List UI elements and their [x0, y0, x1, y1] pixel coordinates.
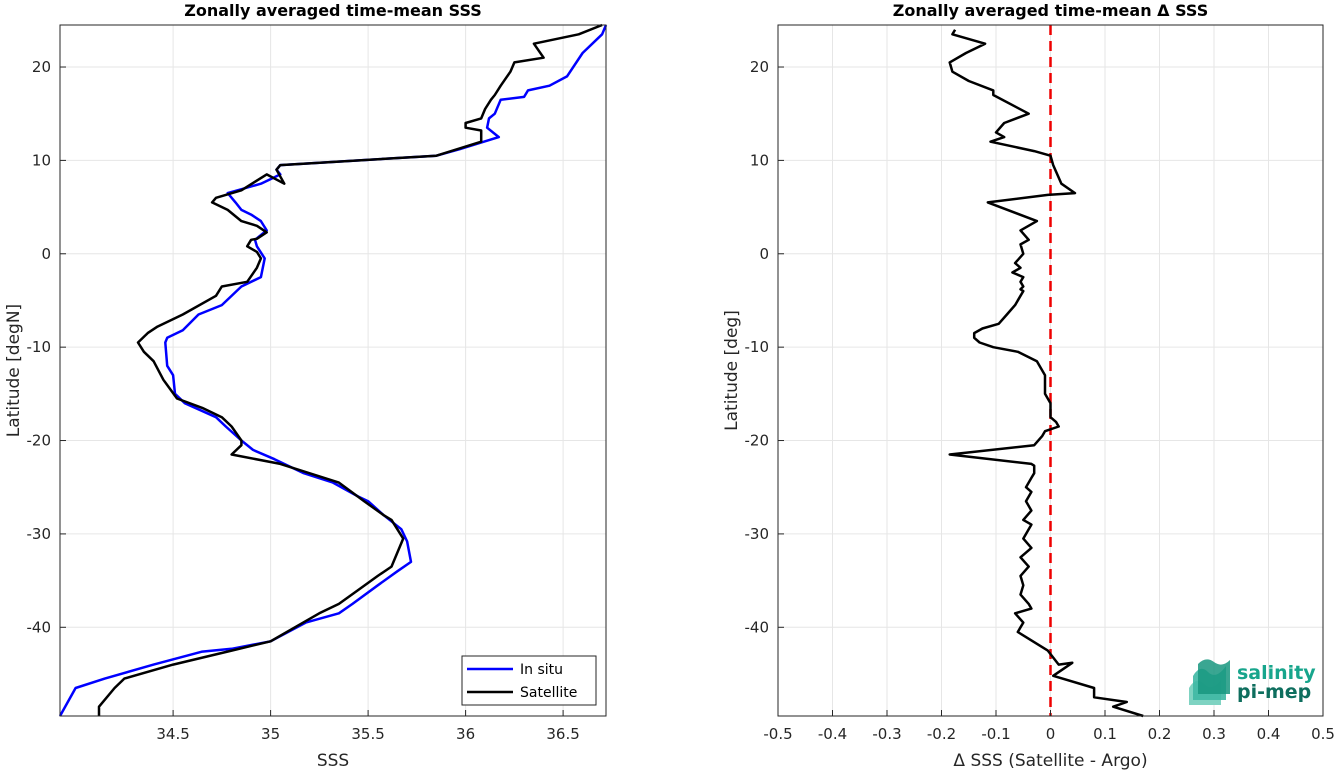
y-tick-label: -30 — [27, 525, 52, 543]
series-lines — [58, 23, 608, 717]
legend-label-satellite: Satellite — [520, 685, 577, 701]
x-tick-label: -0.1 — [981, 725, 1010, 743]
legend: In situ Satellite — [461, 655, 597, 706]
x-tick-label: 0.5 — [1311, 725, 1335, 743]
logo-text-salinity: salinity — [1237, 662, 1316, 684]
salinity-pi-mep-logo: salinity pi-mep — [1189, 659, 1316, 705]
y-tick-label: -10 — [27, 338, 52, 356]
x-tick-label: -0.2 — [927, 725, 956, 743]
series-line-satellite — [97, 23, 603, 716]
x-ticks: 34.5 35 35.5 36 36.5 — [156, 710, 580, 743]
y-tick-label: 10 — [32, 151, 51, 169]
y-axis-label: Latitude [deg] — [722, 310, 742, 431]
y-tick-label: -40 — [745, 618, 770, 636]
x-ticks: -0.5 -0.4 -0.3 -0.2 -0.1 0 0.1 0.2 0.3 0.4 0.5 — [763, 710, 1335, 743]
y-tick-label: 20 — [32, 58, 51, 76]
x-tick-label: 36.5 — [546, 725, 579, 743]
wave-logo-icon — [1189, 659, 1230, 705]
x-tick-label: -0.5 — [763, 725, 792, 743]
x-tick-label: -0.4 — [818, 725, 847, 743]
legend-label-in-situ: In situ — [520, 662, 563, 678]
x-tick-label: 0.4 — [1257, 725, 1281, 743]
logo-text-pi-mep: pi-mep — [1237, 681, 1311, 703]
series-line-in-situ — [58, 24, 608, 717]
x-tick-label: 0.1 — [1093, 725, 1117, 743]
chart-title: Zonally averaged time-mean SSS — [184, 1, 482, 20]
x-tick-label: -0.3 — [872, 725, 901, 743]
y-tick-label: -10 — [745, 338, 770, 356]
x-tick-label: 36 — [456, 725, 475, 743]
left-panel: 34.5 35 35.5 36 36.5 20 10 0 -10 -20 -30 -40 Zonal… — [4, 1, 608, 770]
x-tick-label: 0.3 — [1202, 725, 1226, 743]
x-axis-label: SSS — [317, 751, 349, 770]
y-tick-label: -20 — [27, 432, 52, 450]
right-panel: -0.5 -0.4 -0.3 -0.2 -0.1 0 0.1 0.2 0.3 0.4 0.5 20 1… — [722, 1, 1335, 770]
y-tick-label: -40 — [27, 618, 52, 636]
y-tick-label: 20 — [750, 58, 769, 76]
y-ticks: 20 10 0 -10 -20 -30 -40 — [745, 58, 784, 636]
y-tick-label: 0 — [41, 245, 51, 263]
y-tick-label: -30 — [745, 525, 770, 543]
series-line-delta-sss — [948, 29, 1144, 718]
x-tick-label: 35.5 — [351, 725, 384, 743]
y-tick-label: 0 — [759, 245, 769, 263]
chart-title: Zonally averaged time-mean Δ SSS — [893, 1, 1209, 20]
x-axis-label: Δ SSS (Satellite - Argo) — [953, 751, 1147, 770]
legend-box — [461, 655, 597, 706]
x-tick-label: 34.5 — [156, 725, 189, 743]
y-ticks: 20 10 0 -10 -20 -30 -40 — [27, 58, 66, 636]
y-tick-label: 10 — [750, 151, 769, 169]
plot-frame — [59, 24, 607, 717]
x-tick-label: 0 — [1046, 725, 1056, 743]
y-axis-label: Latitude [degN] — [4, 304, 24, 437]
y-tick-label: -20 — [745, 432, 770, 450]
grid-lines — [60, 25, 606, 716]
x-tick-label: 0.2 — [1148, 725, 1172, 743]
x-tick-label: 35 — [261, 725, 280, 743]
series-lines — [948, 29, 1144, 718]
